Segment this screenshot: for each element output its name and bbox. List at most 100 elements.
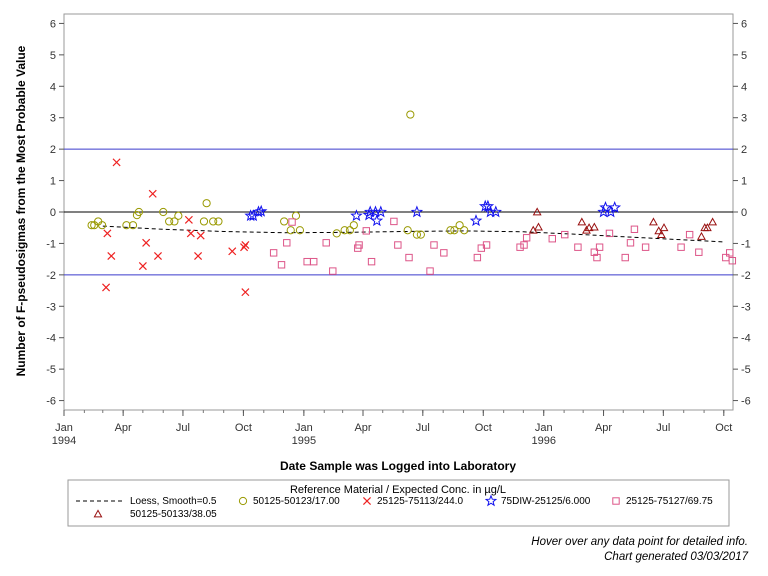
- y-tick-label-right: -6: [741, 396, 751, 408]
- data-point: [165, 217, 174, 226]
- generated-note: Chart generated 03/03/2017: [604, 551, 748, 563]
- data-point: [641, 243, 650, 251]
- data-point: [584, 223, 594, 232]
- data-point: [697, 231, 706, 240]
- data-point: [122, 221, 131, 230]
- data-point: [374, 205, 388, 218]
- data-point: [186, 229, 195, 238]
- data-point: [406, 110, 415, 119]
- data-point: [228, 247, 237, 256]
- data-point: [561, 230, 569, 239]
- data-point: [269, 249, 278, 257]
- y-tick-label-right: 4: [741, 81, 747, 93]
- y-tick-label-right: 5: [741, 50, 747, 62]
- data-point: [241, 240, 250, 250]
- plot-area: [63, 13, 737, 411]
- data-point: [455, 221, 464, 230]
- data-point: [246, 209, 260, 222]
- y-tick-label: 3: [50, 113, 56, 125]
- data-point: [138, 262, 147, 271]
- data-point: [460, 226, 469, 235]
- legend-frame: [67, 479, 730, 527]
- data-point: [534, 222, 543, 231]
- data-point: [184, 215, 193, 224]
- y-axis-right: -6 -5 -4 -3 -2 -1 0 1 2 3 4 5 6: [733, 18, 751, 408]
- y-tick-label: -4: [46, 333, 56, 345]
- data-point: [481, 199, 495, 212]
- data-point: [370, 214, 384, 227]
- legend-items: Loess, Smooth=0.5 50125-50123/17.00 25125-…: [76, 494, 713, 520]
- data-point: [340, 226, 349, 235]
- x-tick-label: Oct: [235, 422, 252, 434]
- data-point: [355, 241, 363, 249]
- data-point: [605, 229, 614, 238]
- data-point: [209, 217, 218, 226]
- data-point: [367, 257, 376, 266]
- y-tick-label-right: -4: [741, 333, 751, 345]
- x-tick-label: Oct: [715, 422, 732, 434]
- y-tick-label-right: 1: [741, 176, 747, 188]
- data-point: [196, 231, 205, 240]
- y-tick-label: 5: [50, 50, 56, 62]
- data-point: [98, 221, 107, 230]
- y-axis-title: Number of F-pseudosigmas from the Most P…: [14, 45, 28, 376]
- data-point: [349, 221, 358, 230]
- data-point: [283, 239, 291, 247]
- data-point: [405, 253, 413, 262]
- x-tick-label: Oct: [475, 422, 492, 434]
- data-point: [685, 230, 694, 239]
- x-tick-year-label: 1995: [292, 435, 316, 447]
- series-group: [102, 158, 250, 297]
- loess-curve: [102, 225, 724, 243]
- x-tick-label: Apr: [354, 422, 371, 434]
- y-axis-left: -6 -5 -4 -3 -2 -1 0 1 2 3 4 5 6: [46, 18, 64, 408]
- data-point: [332, 229, 341, 238]
- series-group: [269, 217, 737, 275]
- data-point: [577, 217, 587, 226]
- data-point: [446, 226, 455, 235]
- data-point: [362, 227, 370, 235]
- data-point: [702, 223, 712, 232]
- legend-label: Loess, Smooth=0.5: [130, 496, 217, 507]
- data-point: [87, 221, 96, 230]
- x-tick-label: Jul: [176, 422, 190, 434]
- y-tick-label: -6: [46, 396, 56, 408]
- legend-symbol: [484, 494, 498, 507]
- y-tick-label: 1: [50, 176, 56, 188]
- data-point: [148, 189, 157, 198]
- data-point: [412, 230, 422, 239]
- data-point: [589, 222, 599, 231]
- x-tick-year-label: 1996: [531, 435, 555, 447]
- data-point: [390, 217, 398, 226]
- y-tick-label: -3: [46, 301, 56, 313]
- legend: Reference Material / Expected Conc. in µ…: [67, 479, 730, 527]
- y-tick-label-right: -2: [741, 270, 751, 282]
- y-tick-label: -2: [46, 270, 56, 282]
- data-point: [310, 257, 318, 266]
- data-point: [726, 249, 734, 257]
- data-point: [489, 205, 503, 218]
- data-point: [482, 241, 491, 249]
- x-tick-label: Jul: [656, 422, 670, 434]
- data-point: [174, 211, 183, 220]
- data-point: [240, 243, 249, 252]
- data-point: [469, 214, 483, 227]
- legend-symbol: [93, 509, 103, 518]
- data-point: [630, 225, 639, 233]
- data-point: [288, 218, 296, 226]
- data-point: [473, 253, 482, 262]
- data-point: [134, 207, 144, 217]
- data-point: [677, 243, 685, 251]
- data-point: [426, 267, 434, 275]
- data-point: [574, 243, 582, 251]
- hover-note: Hover over any data point for detailed i…: [531, 536, 748, 548]
- x-tick-year-label: 1994: [52, 435, 76, 447]
- data-point: [728, 257, 737, 265]
- data-point: [128, 221, 138, 230]
- data-point: [440, 249, 448, 257]
- data-point: [516, 243, 524, 251]
- series-group: [528, 207, 718, 240]
- legend-label: 25125-75127/69.75: [626, 496, 713, 507]
- legend-symbol: [612, 497, 620, 505]
- data-point: [322, 239, 330, 247]
